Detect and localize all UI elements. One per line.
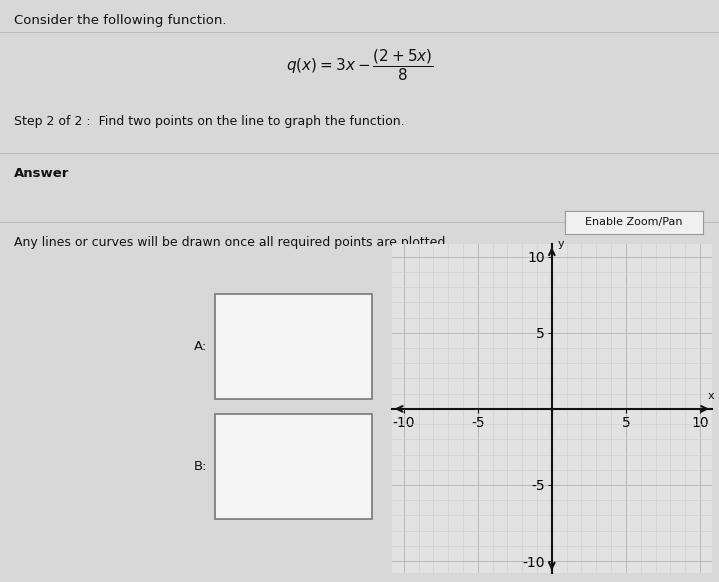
Text: B:: B:	[193, 460, 207, 473]
Text: A:: A:	[193, 340, 207, 353]
FancyBboxPatch shape	[215, 294, 372, 399]
Text: y: y	[558, 239, 564, 249]
Text: x: x	[707, 391, 714, 401]
Text: Any lines or curves will be drawn once all required points are plotted.: Any lines or curves will be drawn once a…	[14, 236, 449, 249]
Text: Answer: Answer	[14, 167, 69, 180]
Text: Consider the following function.: Consider the following function.	[14, 14, 226, 27]
Text: Enable Zoom/Pan: Enable Zoom/Pan	[585, 217, 683, 228]
FancyBboxPatch shape	[215, 414, 372, 519]
Text: Step 2 of 2 :  Find two points on the line to graph the function.: Step 2 of 2 : Find two points on the lin…	[14, 115, 405, 128]
Text: $q(x) = 3x - \dfrac{(2 + 5x)}{8}$: $q(x) = 3x - \dfrac{(2 + 5x)}{8}$	[285, 47, 434, 83]
